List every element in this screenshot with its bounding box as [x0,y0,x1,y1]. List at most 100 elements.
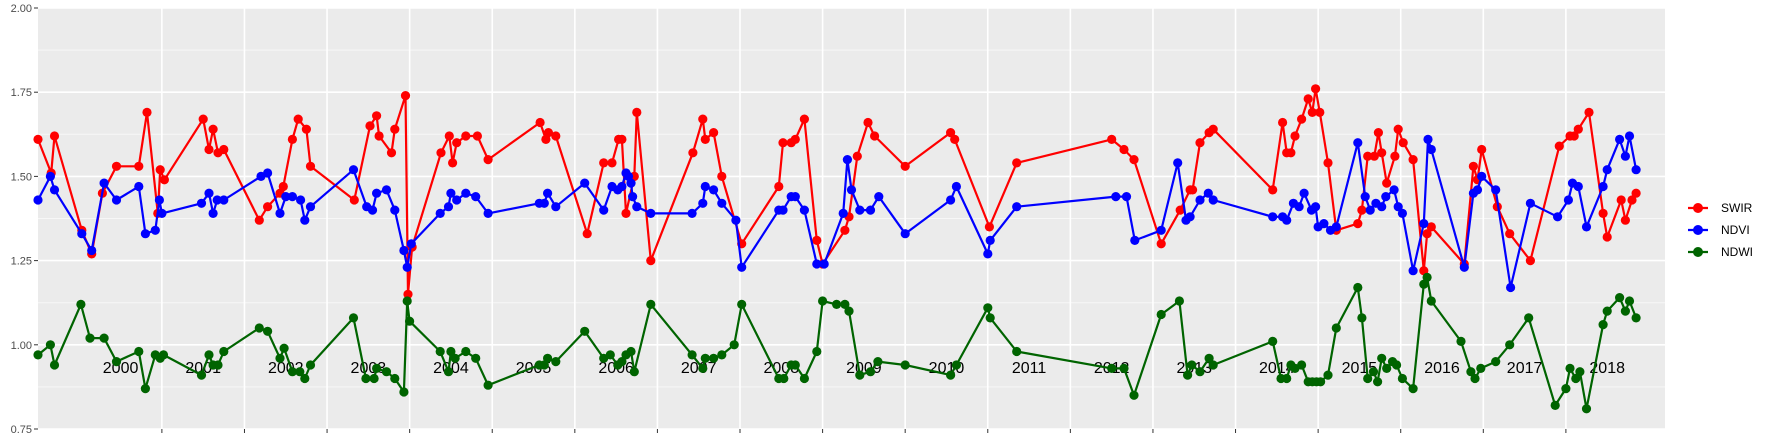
data-point-ndvi [111,195,122,205]
data-point-ndwi [709,353,719,363]
data-point-swir [1323,158,1333,168]
data-point-ndvi [543,188,553,198]
data-point-swir [448,158,458,168]
data-point-swir [599,158,609,168]
data-point-swir [1286,148,1296,158]
data-point-ndvi [157,208,167,218]
data-point-ndwi [1107,363,1117,373]
data-point-swir [374,131,384,141]
data-point-ndvi [1268,212,1278,222]
data-point-ndvi [1581,222,1592,232]
data-point-ndvi [154,195,164,205]
data-point-swir [403,289,413,299]
data-point-swir [111,161,122,171]
data-point-ndvi [617,181,627,192]
data-point-ndvi [983,249,993,259]
data-point-ndwi [580,326,590,336]
data-point-ndvi [1459,262,1469,272]
data-point-ndwi [213,360,223,370]
data-point-ndvi [951,181,962,192]
data-point-ndwi [33,350,43,360]
data-point-ndwi [1575,367,1585,377]
data-point-ndvi [134,181,144,192]
data-point-swir [646,256,656,266]
data-point-swir [1505,229,1515,239]
data-point-swir [1188,185,1198,195]
data-point-ndvi [300,215,310,225]
data-point-swir [1627,195,1637,205]
legend-key-point-swir [1693,203,1703,213]
data-point-ndwi [1422,272,1432,282]
data-point-swir [1569,131,1579,141]
data-point-swir [142,107,152,117]
data-point-ndvi [348,165,359,175]
data-point-swir [461,131,471,141]
data-point-ndwi [275,353,285,363]
data-point-ndvi [1423,134,1433,144]
data-point-ndwi [1363,373,1373,384]
data-point-ndvi [452,195,462,205]
data-point-swir [717,171,727,181]
data-point-swir [1353,219,1363,229]
data-point-ndwi [1615,293,1625,303]
data-point-ndvi [1111,192,1121,202]
legend-key-point-ndvi [1693,225,1703,235]
data-point-ndvi [737,262,747,272]
year-label: 2017 [1507,360,1543,377]
data-point-swir [1290,131,1300,141]
data-point-ndvi [778,205,788,215]
data-point-ndvi [1573,181,1583,192]
data-point-ndwi [1204,353,1214,363]
data-point-ndwi [1397,373,1407,384]
data-point-swir [386,148,397,158]
data-point-swir [1357,205,1367,215]
data-point-ndvi [1319,219,1329,229]
data-point-ndvi [33,195,43,205]
data-point-ndwi [405,316,415,326]
data-point-ndvi [855,205,865,215]
data-point-ndwi [287,367,297,377]
data-point-ndwi [946,370,956,380]
data-point-swir [305,161,316,171]
data-point-ndvi [1491,185,1501,195]
data-point-swir [33,134,43,144]
data-point-ndvi [1203,188,1213,198]
data-point-swir [1631,188,1641,198]
data-point-ndwi [443,367,454,377]
y-tick-label: 1.50 [11,171,32,183]
data-point-swir [1175,205,1185,215]
data-point-swir [1390,151,1400,161]
data-point-ndvi [1472,185,1483,195]
data-point-swir [950,134,960,144]
data-point-ndwi [626,346,636,357]
data-point-ndvi [1299,188,1309,198]
data-point-ndwi [1505,340,1515,350]
data-point-ndvi [204,188,214,198]
data-point-swir [863,117,873,128]
data-point-swir [278,181,288,192]
data-point-ndvi [580,178,590,188]
data-point-ndwi [99,333,109,343]
data-point-ndvi [1294,202,1304,212]
data-point-swir [1107,134,1117,144]
y-tick-label: 2.00 [11,3,32,15]
data-point-swir [900,161,910,171]
data-point-swir [774,181,784,192]
data-point-ndwi [196,370,207,380]
data-point-ndvi [406,239,416,249]
data-point-ndvi [212,195,222,205]
year-label: 2011 [1012,360,1047,377]
data-point-swir [852,151,862,161]
data-point-swir [1373,128,1383,138]
data-point-ndvi [372,188,382,198]
data-point-ndwi [605,350,615,360]
data-point-ndwi [717,350,727,360]
data-point-ndwi [729,340,739,350]
data-point-ndwi [1581,404,1592,414]
data-point-ndvi [435,208,445,218]
data-point-ndwi [76,299,86,309]
data-point-ndwi [646,299,656,309]
data-point-ndvi [99,178,109,188]
data-point-ndwi [45,340,56,350]
